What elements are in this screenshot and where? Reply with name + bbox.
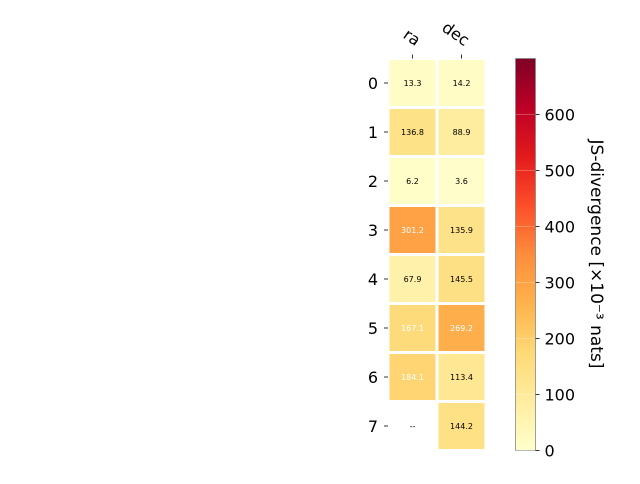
row-tick-label: 0 <box>368 74 378 93</box>
row-tick-label: 3 <box>368 221 378 240</box>
cell-value-label: 269.2 <box>450 324 473 333</box>
row-tick-label: 6 <box>368 368 378 387</box>
heatmap-cell <box>438 354 485 400</box>
cell-value-label: 136.8 <box>401 128 424 137</box>
column-axis: ra dec <box>400 18 473 59</box>
colorbar-tick-label: 500 <box>545 162 576 181</box>
heatmap-cell <box>389 354 436 400</box>
cell-value-label: 184.1 <box>401 373 424 382</box>
cell-value-label: 6.2 <box>406 177 419 186</box>
heatmap-cell <box>438 60 485 106</box>
cell-value-label: 67.9 <box>404 275 422 284</box>
heatmap-cell <box>438 158 485 204</box>
heatmap-cell <box>438 305 485 351</box>
heatmap-cell <box>389 207 436 253</box>
colorbar-tick-label: 600 <box>545 106 576 125</box>
colorbar-tick-label: 200 <box>545 330 576 349</box>
cell-value-label: 145.5 <box>450 275 473 284</box>
colorbar-gradient <box>515 58 536 451</box>
heatmap-cells: 13.3 14.2 136.8 88.9 6.2 3.6 301.2 135.9 67.9 145… <box>389 60 485 449</box>
heatmap-cell <box>438 207 485 253</box>
heatmap-cell <box>389 158 436 204</box>
colorbar-ticks: 0 100 200 300 400 500 600 <box>515 106 576 461</box>
row-tick-label: 7 <box>368 417 378 436</box>
colorbar-tick-label: 100 <box>545 386 576 405</box>
cell-value-label: 301.2 <box>401 226 424 235</box>
heatmap-cell <box>389 256 436 302</box>
row-tick-label: 5 <box>368 319 378 338</box>
cell-value-label: 144.2 <box>450 422 473 431</box>
colorbar <box>515 58 536 451</box>
cell-value-label: 88.9 <box>453 128 471 137</box>
colorbar-tick-label: 0 <box>545 442 555 461</box>
heatmap-cell <box>438 256 485 302</box>
cell-value-label: 14.2 <box>453 79 471 88</box>
row-tick-label: 1 <box>368 123 378 142</box>
column-tick-label: dec <box>439 18 473 50</box>
colorbar-tick-label: 300 <box>545 274 576 293</box>
cell-value-label: -- <box>410 422 416 431</box>
heatmap-cell <box>389 305 436 351</box>
cell-value-label: 13.3 <box>404 79 422 88</box>
heatmap-cell <box>438 109 485 155</box>
row-tick-label: 4 <box>368 270 378 289</box>
heatmap-cell <box>389 109 436 155</box>
row-axis: 0 1 2 3 4 5 6 7 <box>368 74 388 436</box>
row-tick-label: 2 <box>368 172 378 191</box>
colorbar-label: JS-divergence [×10⁻³ nats] <box>586 139 606 369</box>
cell-value-label: 135.9 <box>450 226 473 235</box>
column-tick-label: ra <box>400 25 424 50</box>
cell-value-label: 3.6 <box>455 177 468 186</box>
colorbar-tick-label: 400 <box>545 218 576 237</box>
heatmap-cell <box>389 60 436 106</box>
heatmap-cell <box>438 403 485 449</box>
cell-value-label: 167.1 <box>401 324 424 333</box>
cell-value-label: 113.4 <box>450 373 473 382</box>
